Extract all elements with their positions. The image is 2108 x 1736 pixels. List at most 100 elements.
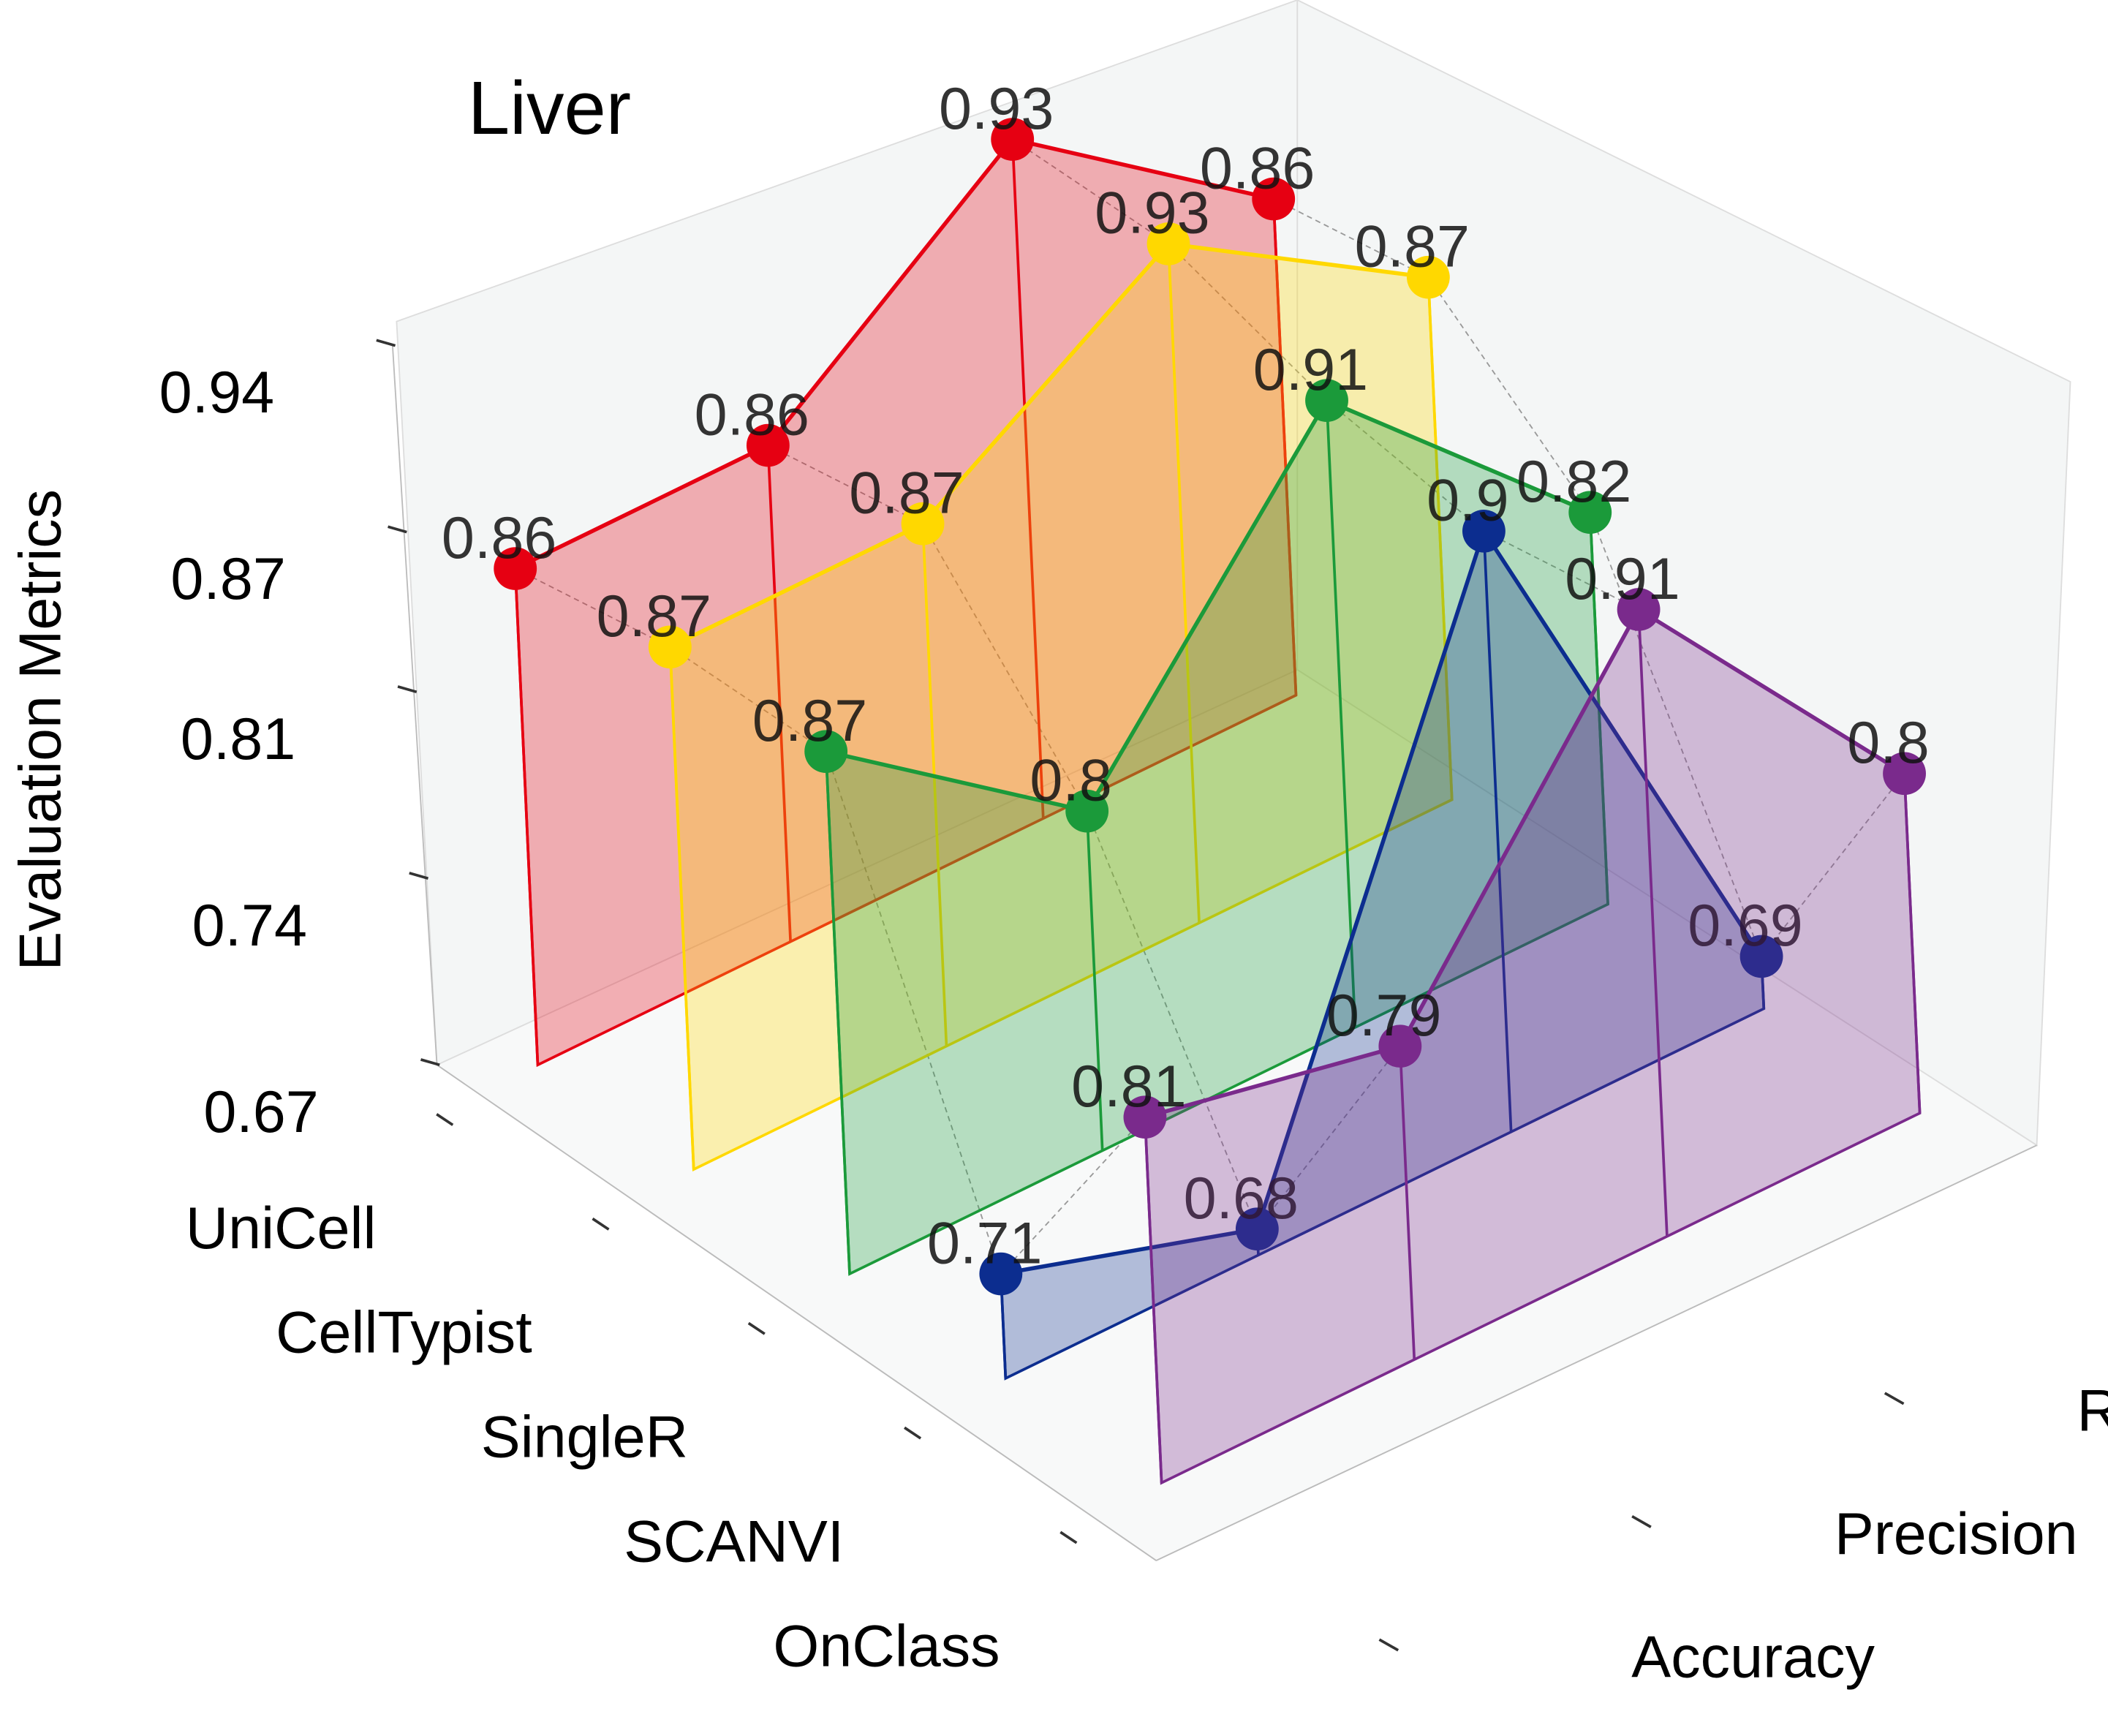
y-tick (420, 1058, 440, 1067)
connector (669, 646, 827, 752)
ribbon-drop (824, 751, 851, 1275)
ribbon-drop (1427, 277, 1454, 800)
connector (1761, 773, 1905, 957)
value-label: 0.87 (1355, 214, 1470, 280)
metric-axis-line (1155, 1144, 2037, 1561)
point (1883, 752, 1926, 796)
point (1462, 509, 1506, 553)
value-axis-line (391, 345, 438, 1065)
y-tick (388, 525, 407, 534)
point (1123, 1095, 1167, 1139)
method-tick (436, 1113, 454, 1126)
method-label: UniCell (186, 1196, 377, 1261)
ribbon-drop (1085, 811, 1104, 1151)
ribbon-drop (1272, 198, 1298, 695)
value-label: 0.93 (939, 76, 1054, 142)
y-tick-label: 0.81 (181, 706, 295, 772)
y-axis-label: Evaluation Metrics (8, 489, 74, 970)
connector (1427, 276, 1591, 513)
point (648, 625, 692, 669)
connector (1000, 1117, 1146, 1275)
y-tick (397, 685, 418, 693)
value-label: 0.93 (1095, 181, 1209, 246)
point (1739, 935, 1783, 978)
point (494, 547, 537, 590)
value-label: 0.71 (927, 1211, 1042, 1277)
method-label: SCANVI (624, 1509, 844, 1575)
method-label: OnClass (773, 1614, 1000, 1680)
value-label: 0.87 (752, 688, 867, 754)
ribbon-drop (921, 524, 948, 1046)
value-label: 0.8 (1847, 710, 1929, 776)
ribbon-drop (766, 445, 792, 942)
method-label: SingleR (481, 1405, 688, 1471)
metric-tick (1884, 1392, 1905, 1405)
value-label: 0.91 (1253, 337, 1368, 403)
ribbon-drop (1482, 531, 1513, 1132)
ribbon-line (1000, 526, 1764, 1276)
chart-title: Liver (468, 66, 631, 150)
metric-label: Accuracy (1631, 1625, 1875, 1691)
ribbon-drop (1010, 139, 1045, 819)
value-label: 0.81 (1071, 1054, 1186, 1120)
point (901, 502, 945, 546)
connector (922, 523, 1088, 812)
connector (1326, 400, 1485, 532)
point (1568, 491, 1612, 534)
ribbon-line (1144, 606, 1906, 1120)
ribbon-drop (1325, 400, 1357, 1028)
ribbon-drop (1637, 609, 1669, 1237)
method-axis-line (437, 1064, 1157, 1561)
y-tick-label: 0.87 (170, 546, 285, 612)
value-label: 0.8 (1030, 748, 1111, 814)
point (746, 423, 790, 467)
point (1378, 1024, 1422, 1068)
connector (1086, 810, 1258, 1230)
connector (825, 751, 1002, 1275)
method-tick (747, 1321, 766, 1335)
point (1252, 177, 1296, 221)
method-label: CellTypist (276, 1300, 532, 1366)
point (1305, 379, 1348, 423)
value-label: 0.86 (1200, 136, 1315, 202)
connector (515, 567, 670, 648)
y-tick-label: 0.67 (203, 1079, 318, 1145)
point (1146, 222, 1190, 265)
ribbon-line (669, 241, 1429, 649)
metric-label: Precision (1835, 1501, 2078, 1567)
point (804, 730, 848, 773)
value-label: 0.91 (1565, 546, 1680, 612)
value-label: 0.68 (1184, 1166, 1299, 1231)
ribbon-line (514, 137, 1274, 571)
value-label: 0.69 (1688, 893, 1802, 959)
method-tick (1059, 1531, 1078, 1544)
value-label: 0.87 (597, 584, 711, 649)
point (979, 1252, 1023, 1296)
ribbon-drop (1399, 1046, 1416, 1360)
point (1406, 255, 1450, 299)
y-tick (376, 339, 396, 347)
connector (1484, 530, 1639, 611)
ribbon-drop (1167, 244, 1201, 924)
point (1065, 789, 1109, 833)
metric-tick (1378, 1638, 1399, 1652)
ribbon-drop (1903, 773, 1922, 1114)
point (1235, 1207, 1279, 1250)
value-label: 0.87 (849, 461, 964, 527)
value-label: 0.82 (1516, 449, 1631, 515)
method-tick (592, 1218, 610, 1231)
point (991, 118, 1035, 161)
metric-label: Recall (2077, 1378, 2108, 1443)
ribbon-line (826, 398, 1591, 814)
ribbon-drop (1144, 1117, 1163, 1483)
metric-tick (1631, 1514, 1652, 1528)
y-tick-label: 0.94 (159, 360, 274, 426)
connector (1589, 512, 1762, 957)
value-label: 0.86 (442, 505, 556, 571)
method-tick (904, 1426, 922, 1440)
connector (1012, 138, 1169, 245)
point (1617, 588, 1661, 631)
value-label: 0.79 (1326, 983, 1441, 1049)
y-tick-label: 0.74 (192, 893, 307, 959)
